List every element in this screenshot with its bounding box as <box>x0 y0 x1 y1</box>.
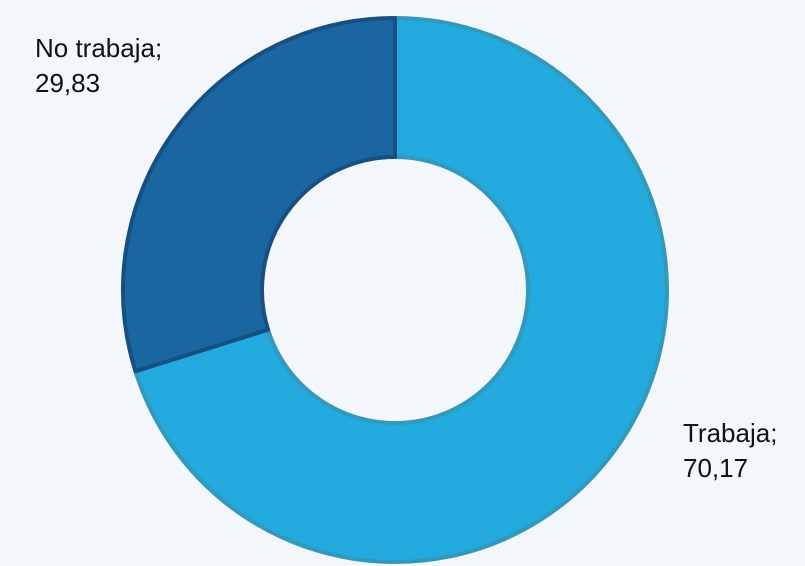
donut-slice <box>121 16 397 374</box>
slice-label: Trabaja; <box>683 418 777 448</box>
donut-slice <box>133 16 669 564</box>
slice-label: No trabaja; <box>35 33 162 63</box>
slice-value-label: 70,17 <box>683 453 748 483</box>
slice-value-label: 29,83 <box>35 68 100 98</box>
